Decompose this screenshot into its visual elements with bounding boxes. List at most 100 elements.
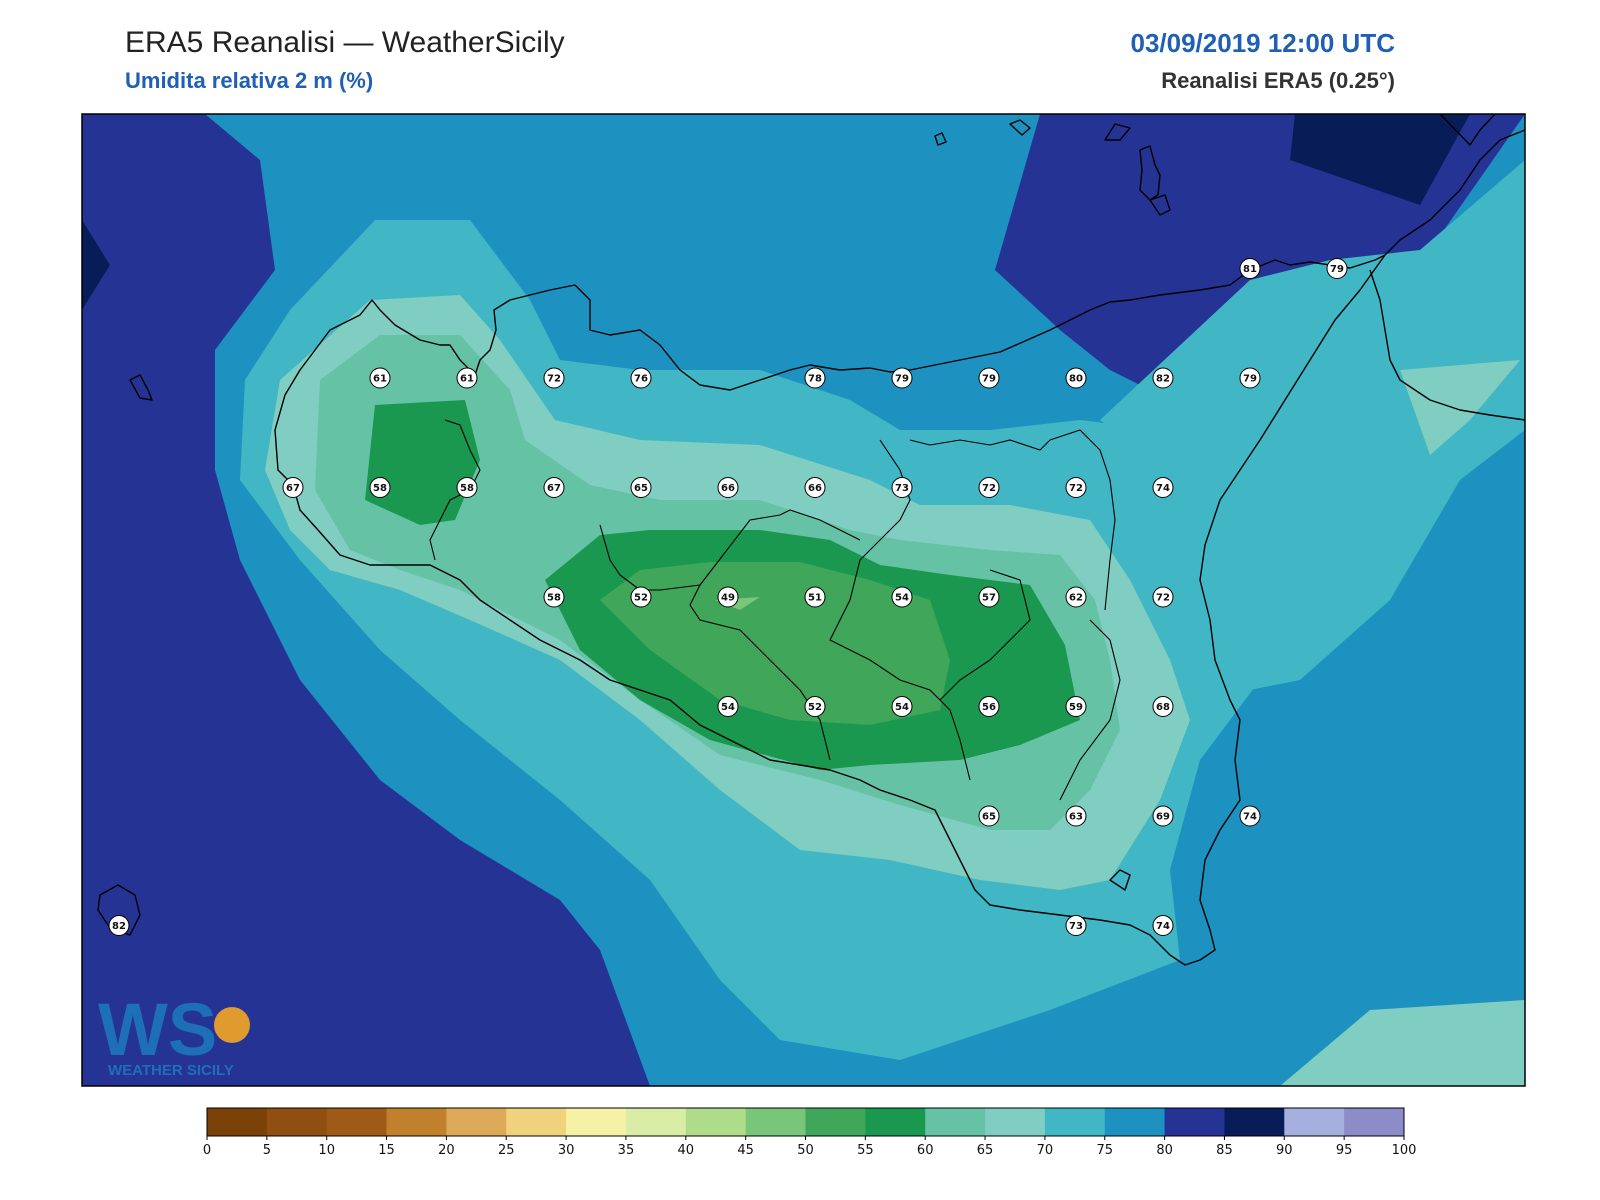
station-marker: 76 bbox=[630, 367, 652, 389]
station-value: 58 bbox=[547, 593, 561, 604]
station-marker-circle bbox=[978, 477, 1000, 498]
station-marker: 58 bbox=[369, 477, 391, 498]
station-marker-circle bbox=[630, 367, 652, 389]
colorbar-swatch bbox=[685, 1108, 747, 1136]
station-marker-circle bbox=[108, 915, 130, 936]
station-marker-circle bbox=[1239, 367, 1261, 389]
band-65-70-ne bbox=[1400, 360, 1520, 455]
station-marker-circle bbox=[804, 367, 826, 389]
colorbar-tick-label: 50 bbox=[797, 1143, 814, 1158]
station-marker: 66 bbox=[804, 477, 826, 498]
station-marker: 82 bbox=[1152, 367, 1174, 389]
colorbar-swatch bbox=[207, 1108, 268, 1136]
station-value: 56 bbox=[982, 702, 996, 713]
colorbar-tick-label: 75 bbox=[1096, 1143, 1113, 1158]
station-marker: 73 bbox=[1065, 915, 1087, 936]
station-value: 58 bbox=[460, 483, 474, 494]
station-marker: 80 bbox=[1065, 367, 1087, 389]
station-value: 67 bbox=[547, 483, 561, 494]
colorbar-swatch bbox=[925, 1108, 986, 1136]
station-value: 79 bbox=[1330, 264, 1344, 275]
colorbar-tick-label: 90 bbox=[1276, 1143, 1293, 1158]
station-marker: 78 bbox=[804, 367, 826, 389]
station-marker: 58 bbox=[456, 477, 478, 498]
station-value: 62 bbox=[1069, 593, 1083, 604]
station-marker-circle bbox=[1065, 696, 1087, 717]
station-value-markers: 61 61 72 76 78 79 79 80 82 79 81 79 67 58 58 67 65 66 66 73… bbox=[108, 258, 1348, 936]
station-marker: 82 bbox=[108, 915, 130, 936]
station-marker: 65 bbox=[978, 805, 1000, 827]
station-marker-circle bbox=[369, 477, 391, 498]
colorbar-swatch bbox=[566, 1108, 627, 1136]
station-value: 54 bbox=[721, 702, 735, 713]
colorbar-swatch bbox=[446, 1108, 507, 1136]
station-marker-circle bbox=[1152, 696, 1174, 717]
sicily-coastline bbox=[97, 113, 1526, 966]
station-marker-circle bbox=[456, 367, 478, 389]
station-marker-circle bbox=[1152, 805, 1174, 827]
band-75-80-s bbox=[1100, 1020, 1170, 1045]
colorbar-tick-label: 15 bbox=[378, 1143, 395, 1158]
station-marker: 72 bbox=[1065, 477, 1087, 498]
station-marker-circle bbox=[1152, 915, 1174, 936]
station-value: 66 bbox=[808, 483, 822, 494]
station-marker-circle bbox=[891, 367, 913, 389]
station-value: 76 bbox=[634, 374, 648, 385]
band-65-70-se bbox=[1280, 1000, 1525, 1086]
station-marker: 67 bbox=[282, 477, 304, 498]
station-value: 79 bbox=[1243, 374, 1257, 385]
logo-letters: WS bbox=[98, 988, 217, 1071]
colorbar-tick-label: 45 bbox=[737, 1143, 754, 1158]
station-value: 52 bbox=[808, 702, 822, 713]
station-value: 73 bbox=[1069, 921, 1083, 932]
colorbar-swatch bbox=[985, 1108, 1046, 1136]
station-marker: 74 bbox=[1239, 805, 1261, 827]
station-value: 81 bbox=[1243, 264, 1257, 275]
station-value: 82 bbox=[112, 921, 126, 932]
station-marker-circle bbox=[978, 586, 1000, 608]
station-value: 80 bbox=[1069, 374, 1083, 385]
colorbar-tick-label: 40 bbox=[678, 1143, 695, 1158]
station-value: 52 bbox=[634, 593, 648, 604]
station-marker-circle bbox=[717, 477, 739, 498]
colorbar-swatch bbox=[266, 1108, 328, 1136]
station-marker-circle bbox=[1152, 586, 1174, 608]
station-marker-circle bbox=[804, 477, 826, 498]
station-marker: 81 bbox=[1239, 258, 1261, 279]
colorbar-tick-label: 65 bbox=[977, 1143, 994, 1158]
station-marker-circle bbox=[282, 477, 304, 498]
station-marker: 79 bbox=[891, 367, 913, 389]
logo-sun-icon bbox=[214, 1007, 250, 1043]
station-marker-circle bbox=[369, 367, 391, 389]
station-marker-circle bbox=[1065, 586, 1087, 608]
station-marker: 62 bbox=[1065, 586, 1087, 608]
station-marker: 72 bbox=[543, 367, 565, 389]
station-marker: 61 bbox=[369, 367, 391, 389]
colorbar-tick-label: 5 bbox=[263, 1143, 271, 1158]
colorbar-swatch bbox=[1344, 1108, 1405, 1136]
station-value: 57 bbox=[982, 593, 996, 604]
station-marker: 51 bbox=[804, 586, 826, 608]
station-marker: 59 bbox=[1065, 696, 1087, 717]
band-85-90-w bbox=[82, 220, 110, 310]
station-value: 61 bbox=[373, 374, 387, 385]
station-value: 79 bbox=[895, 374, 909, 385]
station-marker: 61 bbox=[456, 367, 478, 389]
station-value: 72 bbox=[982, 483, 996, 494]
station-marker-circle bbox=[1152, 367, 1174, 389]
station-marker: 72 bbox=[1152, 586, 1174, 608]
station-marker: 52 bbox=[630, 586, 652, 608]
station-value: 78 bbox=[808, 374, 822, 385]
colorbar-swatch bbox=[326, 1108, 388, 1136]
station-marker: 54 bbox=[891, 586, 913, 608]
station-value: 61 bbox=[460, 374, 474, 385]
contour-fill bbox=[82, 114, 1525, 1086]
map-subtitle: Umidita relativa 2 m (%) bbox=[125, 68, 374, 93]
station-marker-circle bbox=[1152, 477, 1174, 498]
station-value: 69 bbox=[1156, 812, 1170, 823]
colorbar-tick-label: 35 bbox=[618, 1143, 635, 1158]
station-value: 65 bbox=[982, 812, 996, 823]
station-value: 79 bbox=[982, 374, 996, 385]
